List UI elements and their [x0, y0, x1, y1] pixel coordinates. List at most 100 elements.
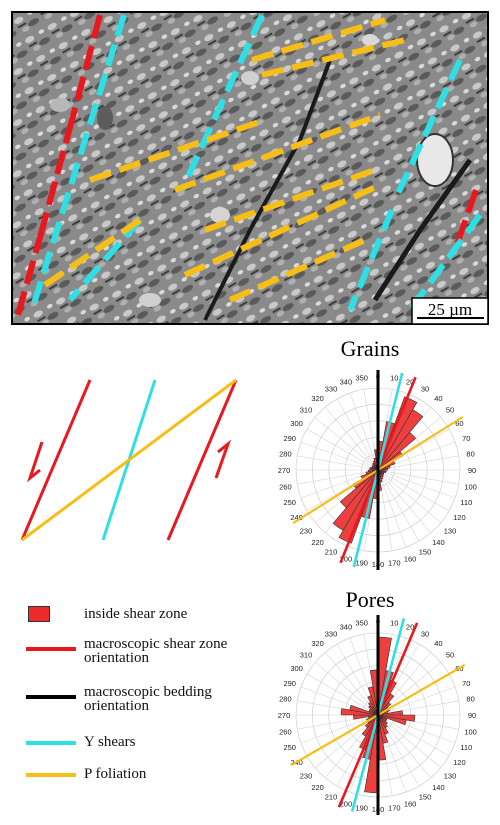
rose-grid-spoke [377, 469, 450, 512]
micrograph-grain [50, 98, 70, 112]
legend-label: P foliation [84, 766, 147, 782]
rose-tick-label: 120 [453, 758, 466, 767]
legend-swatch-p-foliation [26, 773, 76, 777]
rose-tick-label: 110 [460, 498, 472, 507]
rose-grid-spoke [377, 714, 450, 757]
rose-tick-label: 340 [340, 623, 353, 632]
rose-tick-label: 320 [311, 394, 324, 403]
rose-tick-label: 350 [355, 373, 368, 382]
rose-tick-label: 70 [462, 679, 470, 688]
micrograph-grain [139, 293, 161, 307]
rose-tick-label: 260 [279, 482, 292, 491]
rose-tick-label: 350 [355, 618, 368, 627]
rose-petal [338, 469, 379, 544]
rose-petal [377, 693, 395, 716]
rose-grid-spoke [297, 469, 379, 485]
micrograph-p-foliation [43, 17, 406, 303]
rose-tick-label: 210 [325, 547, 338, 556]
rose-tick-label: 40 [434, 639, 442, 648]
legend-item-p-foliation: P foliation [22, 765, 282, 785]
shear-sense-arrow-left [26, 441, 44, 483]
micrograph-grain [362, 34, 378, 46]
rose-tick-label: 160 [404, 799, 417, 808]
rose-tick-label: 80 [466, 695, 474, 704]
rose-petal [361, 714, 379, 737]
rose-tick-label: 150 [419, 792, 432, 801]
rose-tick-label: 200 [340, 799, 353, 808]
rose-tick-label: 30 [421, 385, 429, 394]
rose-grid-spoke [377, 469, 420, 542]
rose-tick-label: 300 [290, 419, 303, 428]
rose-tick-label: 100 [464, 727, 477, 736]
micrograph-grain [416, 133, 454, 187]
rose-tick-label: 140 [432, 783, 445, 792]
legend-item-inside-shear-zone: inside shear zone [22, 605, 282, 625]
rose-tick-label: 310 [300, 651, 313, 660]
rose-grid-spoke [306, 428, 379, 471]
rose-tick-label: 310 [300, 406, 313, 415]
rose-grid-spoke [300, 714, 379, 744]
rose-tick-label: 250 [283, 743, 296, 752]
rose-tick-label: 270 [278, 711, 291, 720]
micrograph-grain [241, 71, 259, 85]
rose-tick-label: 290 [283, 434, 296, 443]
rose-tick-label: 270 [278, 466, 291, 475]
rose-grid-spoke [377, 469, 441, 523]
rose-tick-label: 300 [290, 664, 303, 673]
rose-tick-label: 120 [453, 513, 466, 522]
rose-tick-label: 190 [355, 804, 368, 813]
rose-tick-label: 140 [432, 538, 445, 547]
legend-label: inside shear zone [84, 606, 188, 622]
rose-tick-label: 210 [325, 792, 338, 801]
legend-swatch-shear-zone [26, 647, 76, 651]
micrograph-y-shears [29, 13, 483, 312]
rose-grid-spoke [336, 398, 379, 471]
legend-item-y-shears: Y shears [22, 733, 282, 753]
rose-tick-label: 230 [300, 771, 313, 780]
rose-petal [377, 396, 418, 471]
sem-micrograph: 25 µm [11, 11, 489, 325]
legend-swatch-rose-fill [28, 606, 50, 622]
rose-tick-label: 260 [279, 727, 292, 736]
micrograph-crack [203, 59, 332, 321]
rose-tick-label: 20 [406, 378, 414, 387]
micrograph-grain [210, 207, 230, 223]
rose-tick-label: 280 [279, 695, 292, 704]
rose-title-pores: Pores [345, 587, 395, 612]
rose-tick-label: 170 [388, 559, 401, 568]
rose-petal [377, 701, 392, 716]
rose-diagram-pores: 0102030405060708090100110120130140150160… [278, 615, 477, 815]
rose-grid-spoke [300, 441, 379, 471]
rose-petal [332, 469, 379, 531]
rose-petal [377, 409, 424, 471]
rose-tick-label: 320 [311, 639, 324, 648]
rose-grid-spoke [325, 407, 379, 471]
rose-grid-spoke [377, 469, 456, 499]
rose-tick-label: 90 [468, 711, 476, 720]
rose-petal [364, 714, 379, 729]
rose-tick-label: 330 [325, 630, 338, 639]
schematic-shear-zone-line [20, 379, 92, 541]
legend-label: Y shears [84, 734, 136, 750]
rose-tick-label: 130 [444, 771, 457, 780]
legend-item-shear-zone: macroscopic shear zone orientation [22, 637, 282, 673]
rose-tick-label: 50 [446, 406, 454, 415]
rose-tick-label: 230 [300, 526, 313, 535]
rose-diagram-grains: 0102030405060708090100110120130140150160… [278, 370, 477, 570]
rose-petal [377, 431, 417, 471]
rose-tick-label: 10 [390, 618, 398, 627]
schematic-shear-zone-line [166, 379, 238, 541]
rose-tick-label: 220 [311, 538, 324, 547]
rose-grid-spoke [377, 469, 431, 533]
rose-tick-label: 290 [283, 679, 296, 688]
rose-tick-label: 20 [406, 623, 414, 632]
rose-tick-label: 170 [388, 804, 401, 813]
rose-grid-spoke [377, 714, 441, 768]
rose-tick-label: 80 [466, 450, 474, 459]
rose-tick-label: 330 [325, 385, 338, 394]
micrograph-grain [97, 106, 113, 130]
rose-tick-label: 50 [446, 651, 454, 660]
rose-tick-label: 150 [419, 547, 432, 556]
rose-tick-label: 100 [464, 482, 477, 491]
legend-swatch-y-shears [26, 741, 76, 745]
